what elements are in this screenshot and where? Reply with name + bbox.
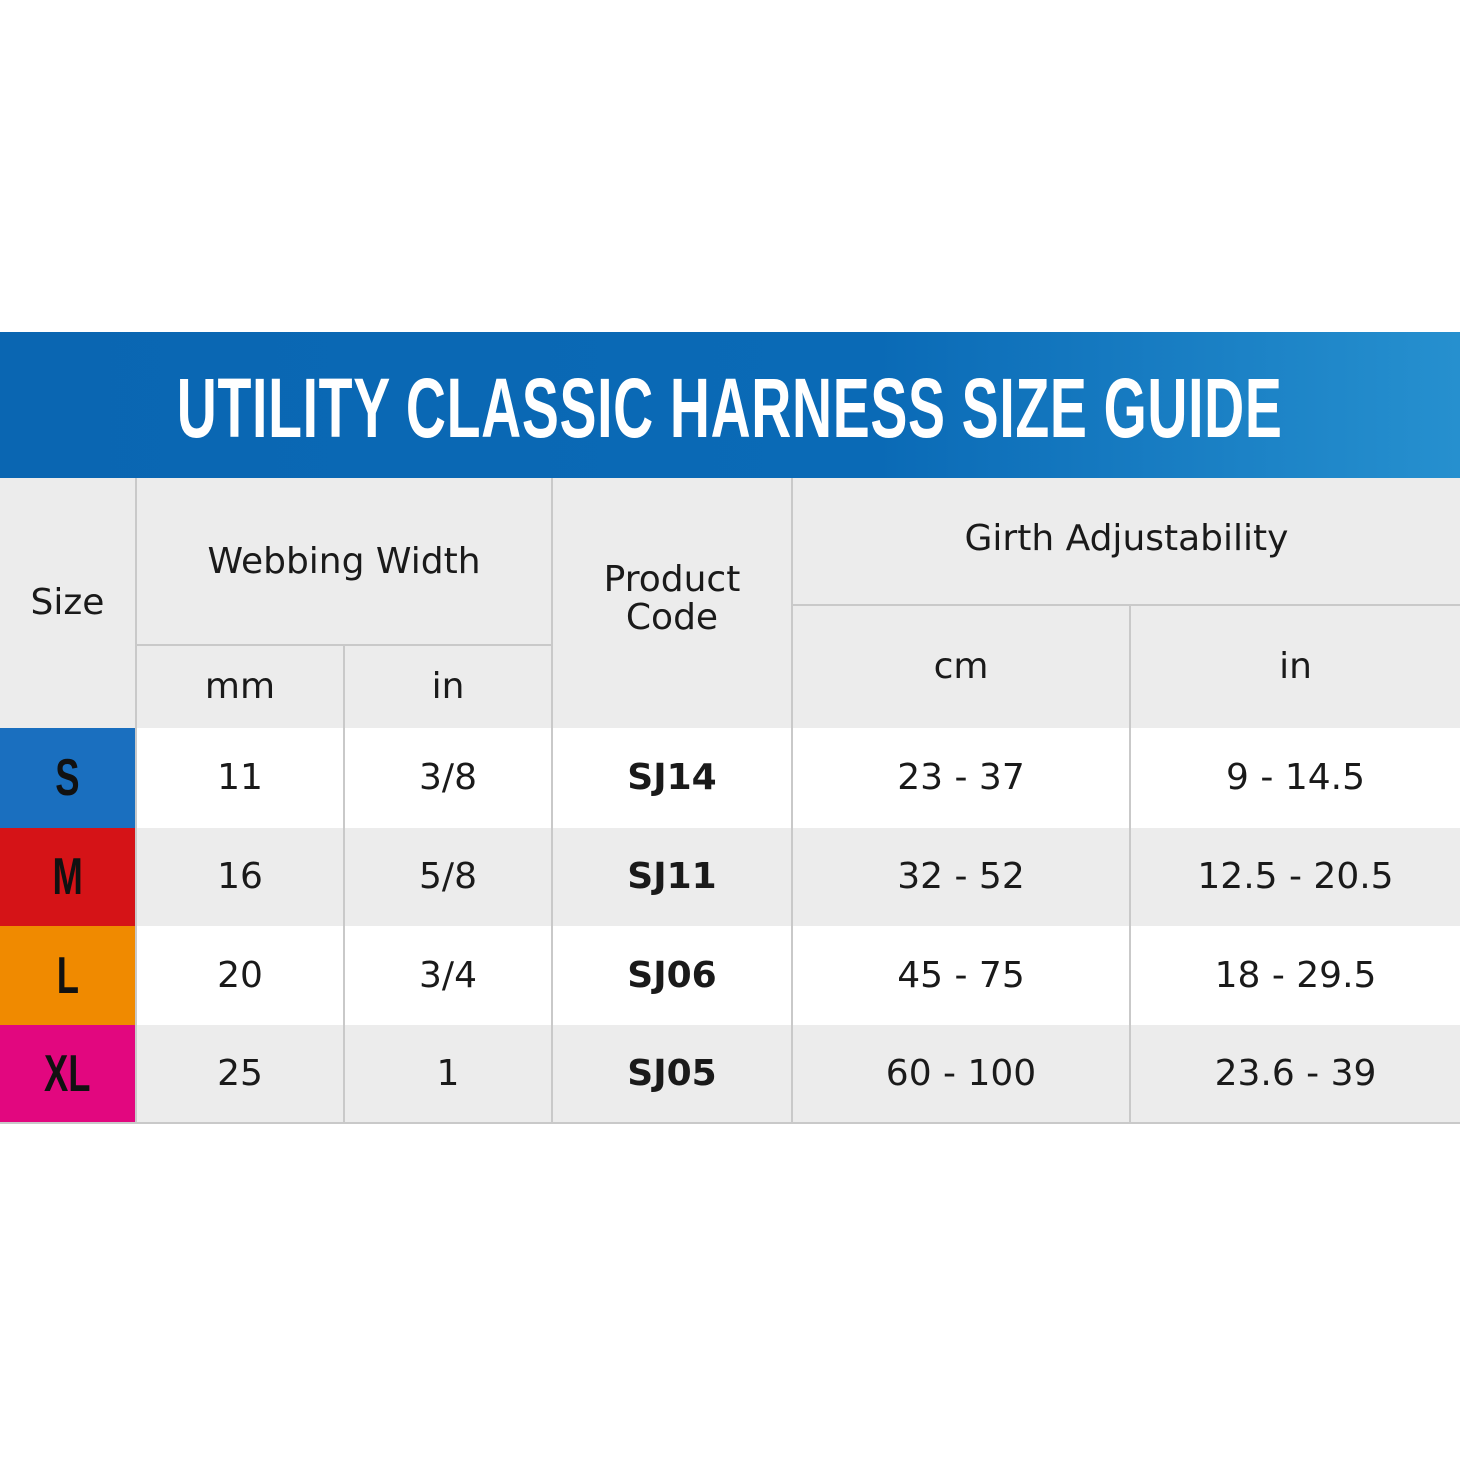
cell-webbing-mm: 20: [135, 926, 343, 1025]
cell-girth-cm: 23 - 37: [791, 728, 1129, 828]
header-girth-cm: cm: [791, 606, 1129, 728]
size-label: XL: [44, 1045, 91, 1103]
title-banner: UTILITY CLASSIC HARNESS SIZE GUIDE: [0, 332, 1460, 478]
cell-webbing-mm: 25: [135, 1025, 343, 1123]
header-product-code-line1: Product: [603, 559, 741, 600]
cell-girth-cm: 60 - 100: [791, 1025, 1129, 1123]
header-webbing-in: in: [343, 646, 551, 728]
header-webbing-width: Webbing Width: [135, 478, 551, 646]
header-product-code-line2: Code: [625, 597, 719, 638]
size-label: M: [52, 848, 83, 906]
cell-webbing-in: 3/4: [343, 926, 551, 1025]
cell-girth-in: 18 - 29.5: [1129, 926, 1460, 1025]
size-badge-m: M: [0, 828, 135, 926]
cell-girth-cm: 32 - 52: [791, 828, 1129, 926]
size-label: L: [56, 946, 79, 1005]
header-girth-adjustability: Girth Adjustability: [791, 478, 1460, 606]
page-title: UTILITY CLASSIC HARNESS SIZE GUIDE: [177, 360, 1283, 455]
size-label: S: [55, 749, 80, 807]
cell-product-code: SJ11: [551, 828, 791, 926]
cell-webbing-in: 1: [343, 1025, 551, 1123]
cell-webbing-in: 3/8: [343, 728, 551, 828]
header-size: Size: [0, 478, 135, 728]
size-badge-l: L: [0, 926, 135, 1025]
cell-girth-in: 9 - 14.5: [1129, 728, 1460, 828]
size-badge-xl: XL: [0, 1025, 135, 1123]
cell-girth-in: 12.5 - 20.5: [1129, 828, 1460, 926]
cell-product-code: SJ05: [551, 1025, 791, 1123]
table-bottom-border: [0, 1122, 1460, 1124]
header-product-code: Product Code: [551, 478, 791, 728]
size-badge-s: S: [0, 728, 135, 828]
cell-webbing-mm: 11: [135, 728, 343, 828]
cell-girth-in: 23.6 - 39: [1129, 1025, 1460, 1123]
header-webbing-mm: mm: [135, 646, 343, 728]
cell-webbing-in: 5/8: [343, 828, 551, 926]
header-girth-in: in: [1129, 606, 1460, 728]
cell-product-code: SJ14: [551, 728, 791, 828]
cell-webbing-mm: 16: [135, 828, 343, 926]
cell-product-code: SJ06: [551, 926, 791, 1025]
cell-girth-cm: 45 - 75: [791, 926, 1129, 1025]
